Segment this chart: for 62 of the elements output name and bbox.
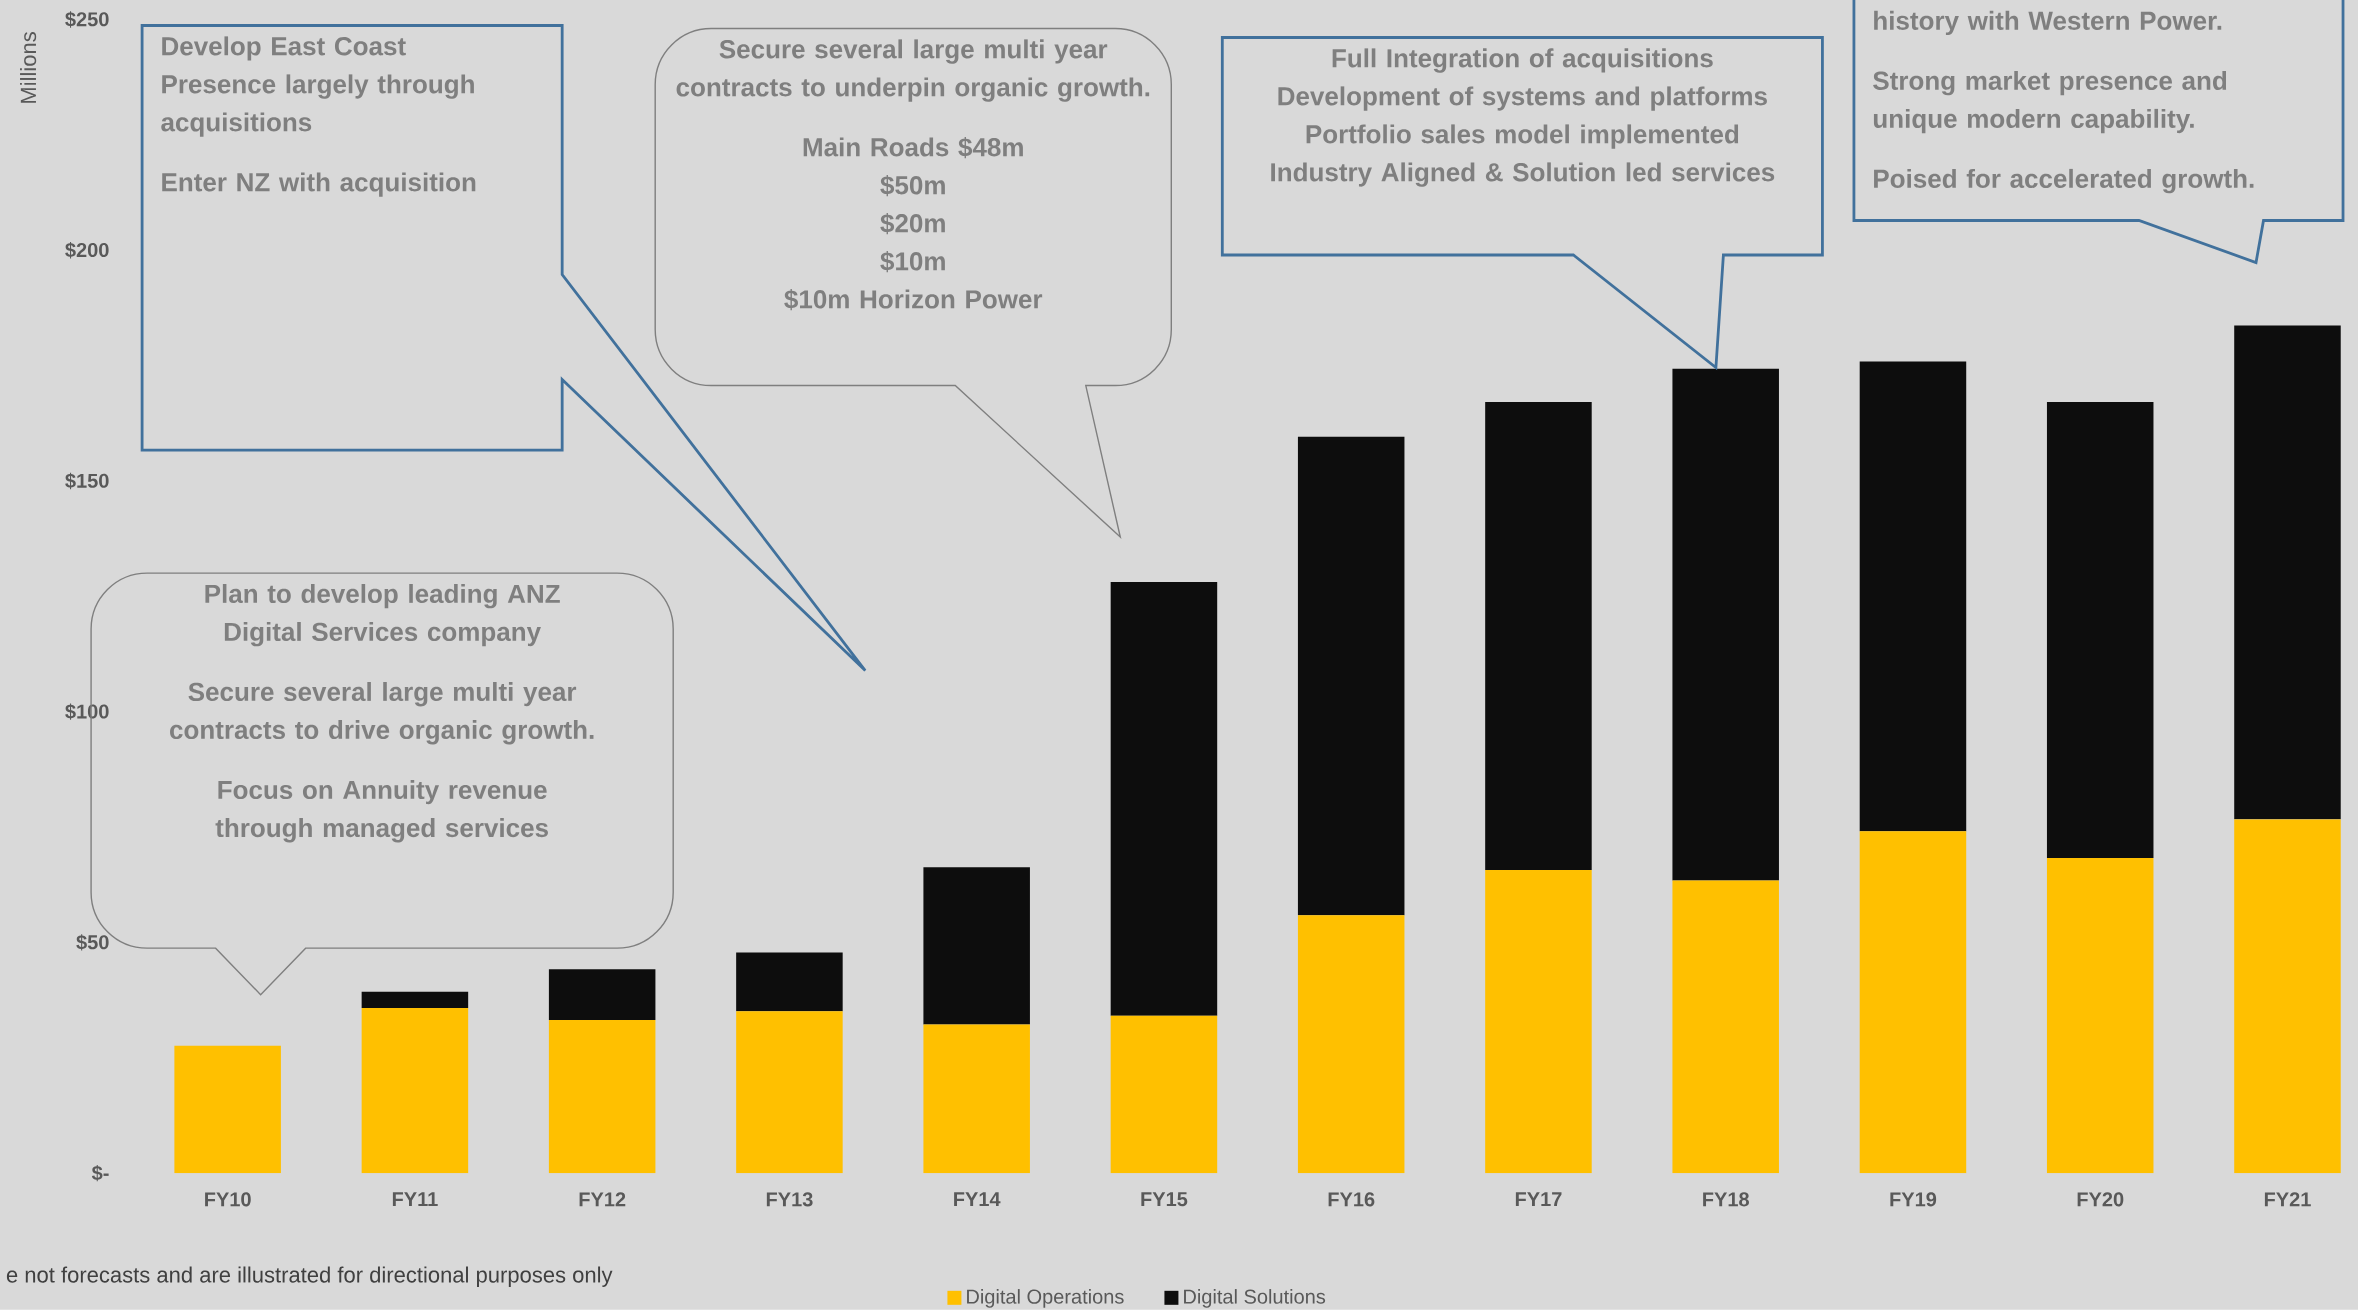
annotation: Secure several large multi year contracts to underpin organic growth.: [676, 39, 1150, 102]
bar: [1859, 361, 1967, 832]
annotation: Enter NZ with acquisition: [162, 172, 476, 197]
bar: [1485, 870, 1592, 1174]
annotation: $50m: [880, 175, 945, 197]
bar: [1297, 436, 1405, 916]
annotation: Development of systems and platforms: [1278, 86, 1767, 111]
annotation: Focus on Annuity revenue through managed services: [215, 780, 548, 843]
x-tick-label: FY11: [392, 1192, 438, 1207]
bar: [1485, 402, 1592, 871]
bar: [1297, 915, 1405, 1174]
bar: [548, 969, 656, 1021]
x-tick-label: FY19: [1890, 1192, 1937, 1207]
annotation: history with Western Power.: [1874, 10, 2222, 36]
annotation: $20m: [880, 213, 945, 235]
legend-label: Digital Operations: [967, 1289, 1124, 1308]
text: e not forecasts and are illustrated for directional purposes only: [6, 1266, 613, 1288]
annotation: Poised for accelerated growth.: [1874, 169, 2254, 194]
annotation: $10m Horizon Power: [784, 289, 1043, 311]
bar: [361, 1008, 469, 1174]
y-axis-title: Millions: [20, 32, 37, 103]
bar: [2234, 819, 2341, 1174]
bar: [736, 1011, 843, 1174]
annotation: $10m: [880, 251, 945, 273]
annotation: Strong market presence and unique modern capability.: [1873, 71, 2227, 134]
bar: [361, 991, 469, 1009]
bar: [174, 1045, 281, 1174]
bar: [923, 867, 1030, 1025]
annotation: Industry Aligned & Solution led services: [1271, 162, 1775, 187]
annotation: Main Roads $48m: [803, 137, 1023, 159]
x-tick-label: FY17: [1515, 1192, 1562, 1207]
x-tick-label: FY13: [766, 1192, 813, 1207]
y-tick-label: $200: [65, 242, 109, 259]
bar: [1672, 880, 1779, 1174]
bar: [548, 1020, 656, 1174]
x-tick-label: FY20: [2077, 1192, 2124, 1207]
bar: [1859, 831, 1967, 1174]
annotation: Secure several large multi year contracts to drive organic growth.: [170, 682, 594, 745]
bar: [2046, 402, 2154, 859]
bar: [1110, 1015, 1218, 1174]
x-tick-label: FY18: [1703, 1192, 1749, 1207]
x-tick-label: FY16: [1328, 1192, 1375, 1207]
bar: [923, 1024, 1030, 1174]
legend-label: Digital Solutions: [1184, 1289, 1326, 1308]
bar: [1110, 582, 1218, 1016]
bar: [2234, 325, 2341, 820]
x-tick-label: FY10: [205, 1192, 251, 1207]
x-tick-label: FY15: [1141, 1192, 1188, 1207]
x-tick-label: FY21: [2264, 1192, 2311, 1207]
y-tick-label: $50: [76, 934, 109, 951]
y-tick-label: $-: [91, 1165, 109, 1182]
annotation: Full Integration of acquisitions: [1332, 48, 1713, 73]
bar: [736, 952, 843, 1012]
x-tick-label: FY12: [579, 1192, 626, 1207]
y-tick-label: $250: [65, 11, 109, 28]
x-tick-label: FY14: [954, 1192, 1001, 1207]
annotation: Develop East Coast Presence largely through acquisitions: [161, 36, 474, 137]
annotation: Plan to develop leading ANZ Digital Services company: [205, 584, 560, 647]
bar: [2046, 858, 2154, 1174]
bar: [1672, 368, 1779, 881]
y-tick-label: $150: [65, 472, 109, 490]
annotation: Portfolio sales model implemented: [1306, 124, 1739, 149]
